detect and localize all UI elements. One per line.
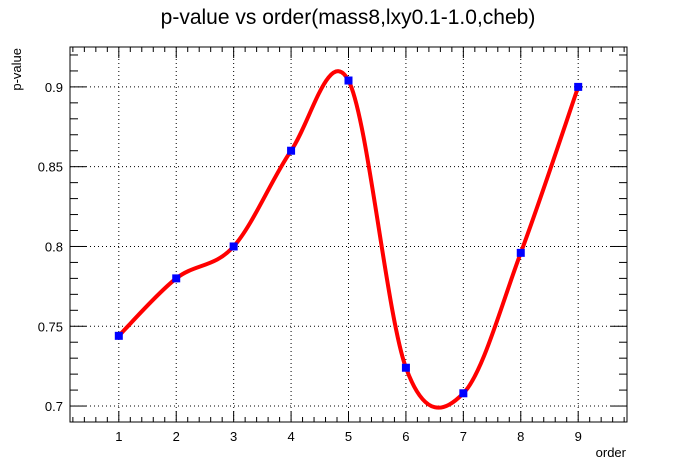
x-tick-label: 7 (460, 429, 467, 444)
x-tick-label: 4 (287, 429, 294, 444)
data-point (459, 389, 468, 398)
x-tick-label: 5 (345, 429, 352, 444)
x-axis-title: order (596, 445, 627, 460)
x-tick-label: 1 (115, 429, 122, 444)
x-tick-label: 6 (402, 429, 409, 444)
data-point (229, 242, 238, 251)
data-point (516, 248, 525, 257)
y-tick-label: 0.8 (45, 239, 63, 254)
data-point (401, 363, 410, 372)
axis-ticks (70, 47, 627, 423)
data-point (344, 76, 353, 85)
data-markers (114, 76, 583, 398)
y-tick-label: 0.9 (45, 80, 63, 95)
x-tick-label: 9 (575, 429, 582, 444)
data-point (574, 82, 583, 91)
data-point (172, 274, 181, 283)
grid (70, 47, 627, 422)
y-tick-label: 0.7 (45, 399, 63, 414)
x-tick-label: 3 (230, 429, 237, 444)
data-point (287, 146, 296, 155)
y-axis-title: p-value (9, 48, 24, 91)
data-point (114, 331, 123, 340)
tick-labels: 1 2 3 4 5 6 7 8 9 0.7 0.75 0.8 0.85 0.9 (38, 80, 582, 444)
y-tick-label: 0.75 (38, 319, 63, 334)
y-tick-label: 0.85 (38, 160, 63, 175)
series-curve (116, 69, 581, 410)
x-tick-label: 8 (517, 429, 524, 444)
chart-title: p-value vs order(mass8,lxy0.1-1.0,cheb) (161, 6, 536, 29)
x-tick-label: 2 (173, 429, 180, 444)
